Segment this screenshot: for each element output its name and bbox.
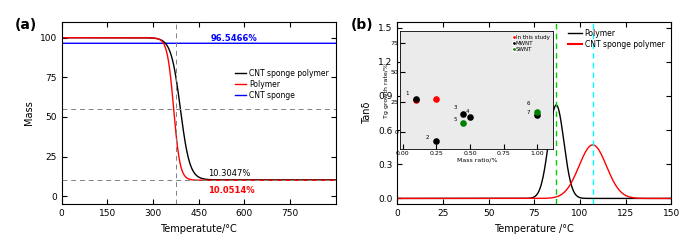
X-axis label: Temperatute/°C: Temperatute/°C [160, 224, 237, 234]
Text: (b): (b) [351, 18, 373, 32]
Text: 96.5466%: 96.5466% [211, 34, 258, 43]
X-axis label: Temperature /°C: Temperature /°C [495, 224, 574, 234]
Legend: Polymer, CNT sponge polymer: Polymer, CNT sponge polymer [565, 26, 667, 52]
Text: 10.3047%: 10.3047% [208, 169, 250, 178]
Legend: CNT sponge polymer, Polymer, CNT sponge: CNT sponge polymer, Polymer, CNT sponge [232, 66, 332, 103]
Y-axis label: Tanδ: Tanδ [362, 102, 373, 124]
Text: (a): (a) [15, 18, 37, 32]
Text: 10.0514%: 10.0514% [208, 186, 254, 195]
Y-axis label: Mass: Mass [24, 101, 34, 125]
